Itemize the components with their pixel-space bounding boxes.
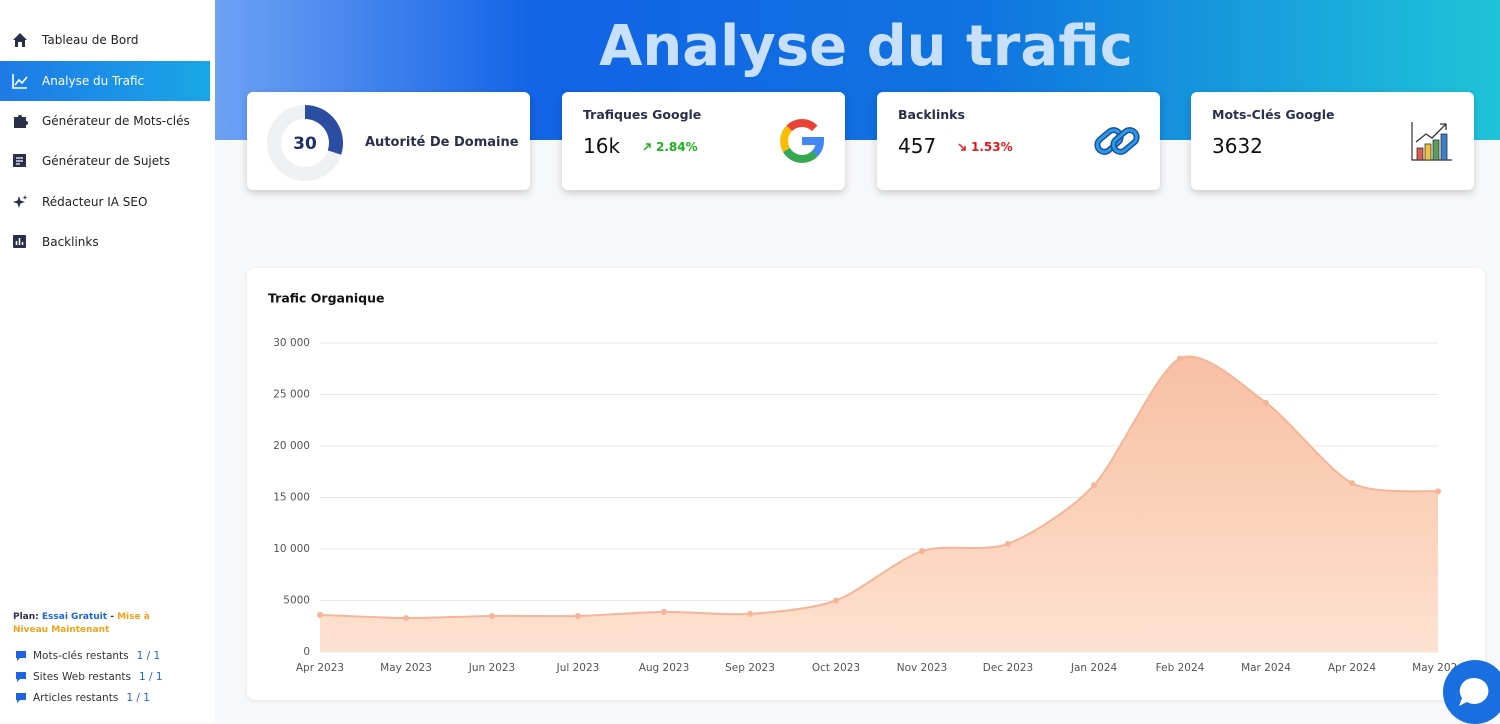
menu-label: Analyse du Trafic: [42, 74, 145, 88]
x-tick-label: May 2023: [380, 662, 432, 674]
ring-arc: [304, 105, 343, 155]
stat-card: 30 Autorité De Domaine: [247, 92, 530, 190]
card-value: 3632: [1212, 134, 1263, 158]
trend-arrow: [958, 143, 966, 151]
x-tick-label: Oct 2023: [812, 662, 860, 674]
change-value: 1.53%: [971, 140, 1013, 154]
point: [1435, 488, 1441, 495]
chat-button[interactable]: [1443, 660, 1500, 724]
x-tick-label: Sep 2023: [725, 662, 775, 674]
quota: Sites Web restants 1 / 1: [16, 671, 163, 683]
card-title: Trafiques Google: [583, 107, 702, 122]
point: [1349, 480, 1355, 487]
separator: -: [110, 612, 114, 622]
plan-info: Plan: Essai Gratuit - Mise à Niveau Main…: [13, 611, 183, 637]
chart: Trafic Organique 0 5000 10 000 15 000 20 000…: [268, 291, 1464, 675]
quota: Articles restants 1 / 1: [16, 692, 150, 704]
y-tick-label: 30 000: [273, 337, 310, 349]
google-icon: [780, 119, 825, 163]
point: [1091, 482, 1097, 489]
point: [661, 608, 667, 615]
menu-label: Générateur de Mots-clés: [42, 114, 190, 128]
card-value: 457: [898, 134, 937, 158]
area: [320, 356, 1438, 652]
stat-card: Backlinks 457 1.53%: [877, 92, 1160, 190]
y-tick-label: 0: [303, 646, 310, 658]
trend-arrow: [643, 143, 651, 151]
growth-icon: [1411, 122, 1452, 161]
point: [489, 612, 495, 619]
x-tick-label: Dec 2023: [983, 662, 1033, 674]
sidebar: Tableau de Bord Analyse du Trafic Généra…: [0, 0, 215, 723]
point: [1005, 540, 1011, 547]
x-tick-label: Jan 2024: [1070, 662, 1118, 674]
menu-label: Tableau de Bord: [42, 33, 139, 47]
point: [575, 612, 581, 619]
y-tick-label: 25 000: [273, 389, 310, 401]
quota-value: 1 / 1: [139, 671, 163, 683]
card-title: Mots-Clés Google: [1212, 107, 1335, 122]
change-value: 2.84%: [656, 140, 698, 154]
chart-title: Trafic Organique: [268, 291, 384, 306]
y-tick-label: 5000: [283, 595, 310, 607]
x-tick-label: Feb 2024: [1156, 662, 1205, 674]
plan-label: Plan:: [13, 612, 39, 622]
point: [1263, 399, 1269, 406]
stat-card: Trafiques Google 16k 2.84%: [562, 92, 845, 190]
point: [833, 597, 839, 604]
menu-item[interactable]: Générateur de Sujets: [0, 141, 210, 181]
menu-label: Générateur de Sujets: [42, 154, 171, 168]
line: [319, 355, 1439, 620]
point: [1177, 355, 1183, 362]
quota-value: 1 / 1: [126, 692, 150, 704]
quota: Mots-clés restants 1 / 1: [16, 650, 160, 662]
main: Analyse du trafic 30 Autorité De Domaine…: [215, 0, 1500, 723]
plan-name: Essai Gratuit: [41, 612, 108, 622]
x-tick-label: Apr 2023: [296, 662, 344, 674]
quota-label: Sites Web restants: [33, 671, 132, 683]
menu-item[interactable]: Tableau de Bord: [0, 20, 210, 60]
menu-label: Rédacteur IA SEO: [42, 195, 148, 209]
quota-value: 1 / 1: [136, 650, 161, 662]
menu-label: Backlinks: [42, 235, 99, 249]
chart-card: Trafic Organique 0 5000 10 000 15 000 20 000…: [247, 268, 1485, 700]
link-icon: [1094, 127, 1140, 155]
quota-label: Mots-clés restants: [33, 650, 129, 662]
page-title: Analyse du trafic: [599, 14, 1133, 79]
x-tick-label: Mar 2024: [1241, 662, 1291, 674]
x-tick-label: Jul 2023: [556, 662, 600, 674]
card-change: 2.84%: [642, 140, 698, 154]
menu-item[interactable]: Analyse du Trafic: [0, 61, 210, 101]
card-label: Autorité De Domaine: [365, 135, 519, 150]
y-tick-label: 15 000: [273, 492, 310, 504]
menu-item[interactable]: Générateur de Mots-clés: [0, 101, 210, 141]
quota-label: Articles restants: [33, 692, 119, 704]
authority-ring: 30: [267, 105, 343, 181]
menu-item[interactable]: Backlinks: [0, 222, 210, 262]
menu-item[interactable]: Rédacteur IA SEO: [0, 182, 210, 222]
point: [747, 610, 753, 617]
card-value: 16k: [583, 134, 621, 158]
y-tick-label: 10 000: [273, 543, 310, 555]
x-tick-label: Apr 2024: [1328, 662, 1377, 674]
point: [403, 615, 409, 622]
point: [919, 548, 925, 555]
x-tick-label: Jun 2023: [468, 662, 515, 674]
x-tick-label: Aug 2023: [639, 662, 690, 674]
card-value: 30: [293, 134, 317, 154]
point: [317, 611, 323, 618]
y-tick-label: 20 000: [273, 440, 310, 452]
card-change: 1.53%: [957, 140, 1013, 154]
upgrade-link[interactable]: Mise à Niveau Maintenant: [13, 612, 150, 635]
x-tick-label: Nov 2023: [897, 662, 948, 674]
card-title: Backlinks: [898, 107, 965, 122]
stat-card: Mots-Clés Google 3632: [1191, 92, 1474, 190]
